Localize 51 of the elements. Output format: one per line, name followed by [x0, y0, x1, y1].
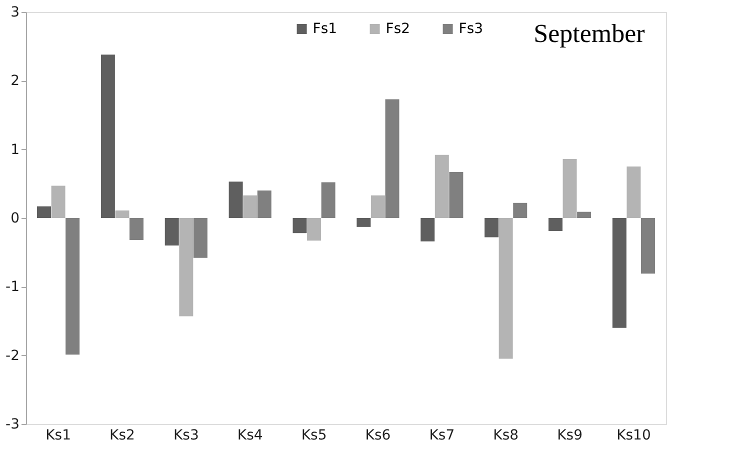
bar — [484, 218, 499, 238]
bar — [66, 218, 80, 355]
bar — [228, 182, 243, 218]
bar — [449, 172, 464, 218]
bar — [513, 202, 528, 218]
bar — [562, 158, 577, 218]
bar — [626, 166, 641, 218]
bar — [307, 218, 322, 241]
y-tick-label: -2 — [6, 348, 20, 364]
bar — [640, 218, 655, 274]
x-tick-label: Ks3 — [173, 428, 199, 444]
bar — [292, 218, 307, 234]
x-tick-label: Ks4 — [237, 428, 263, 444]
bar — [193, 218, 208, 258]
y-tick-label: -1 — [6, 279, 20, 296]
bar — [243, 195, 258, 218]
bar — [370, 195, 385, 218]
legend-label: Fs2 — [386, 21, 410, 37]
bar — [356, 218, 371, 227]
y-tick-label: 2 — [10, 73, 20, 90]
bar — [498, 218, 513, 359]
x-tick-label: Ks10 — [616, 428, 651, 444]
bar — [179, 218, 194, 316]
x-tick-label: Ks2 — [110, 428, 135, 444]
bar — [100, 54, 115, 218]
annotation: September — [534, 19, 646, 48]
bar — [257, 190, 272, 218]
x-tick-label: Ks8 — [493, 428, 519, 444]
x-tick-label: Ks1 — [46, 428, 71, 444]
bar — [434, 154, 449, 218]
y-tick-label: -3 — [6, 416, 20, 432]
bar — [51, 186, 66, 218]
legend-label: Fs1 — [312, 21, 338, 37]
x-tick-label: Ks6 — [365, 428, 391, 444]
y-tick-label: 0 — [10, 210, 20, 226]
bar — [130, 218, 144, 240]
legend-label: Fs3 — [458, 21, 484, 37]
x-tick-label: Ks5 — [301, 428, 327, 444]
bar — [321, 182, 336, 218]
bar — [420, 218, 435, 242]
bar — [385, 99, 400, 218]
x-tick-label: Ks7 — [429, 428, 455, 444]
bar — [115, 210, 130, 218]
bar — [37, 206, 52, 218]
bar — [612, 218, 626, 328]
y-tick-label: 1 — [10, 142, 20, 158]
x-tick-label: Ks9 — [557, 428, 582, 444]
y-tick-label: 3 — [10, 4, 20, 20]
bar — [548, 218, 562, 232]
bar — [164, 218, 179, 246]
bar — [577, 212, 592, 218]
